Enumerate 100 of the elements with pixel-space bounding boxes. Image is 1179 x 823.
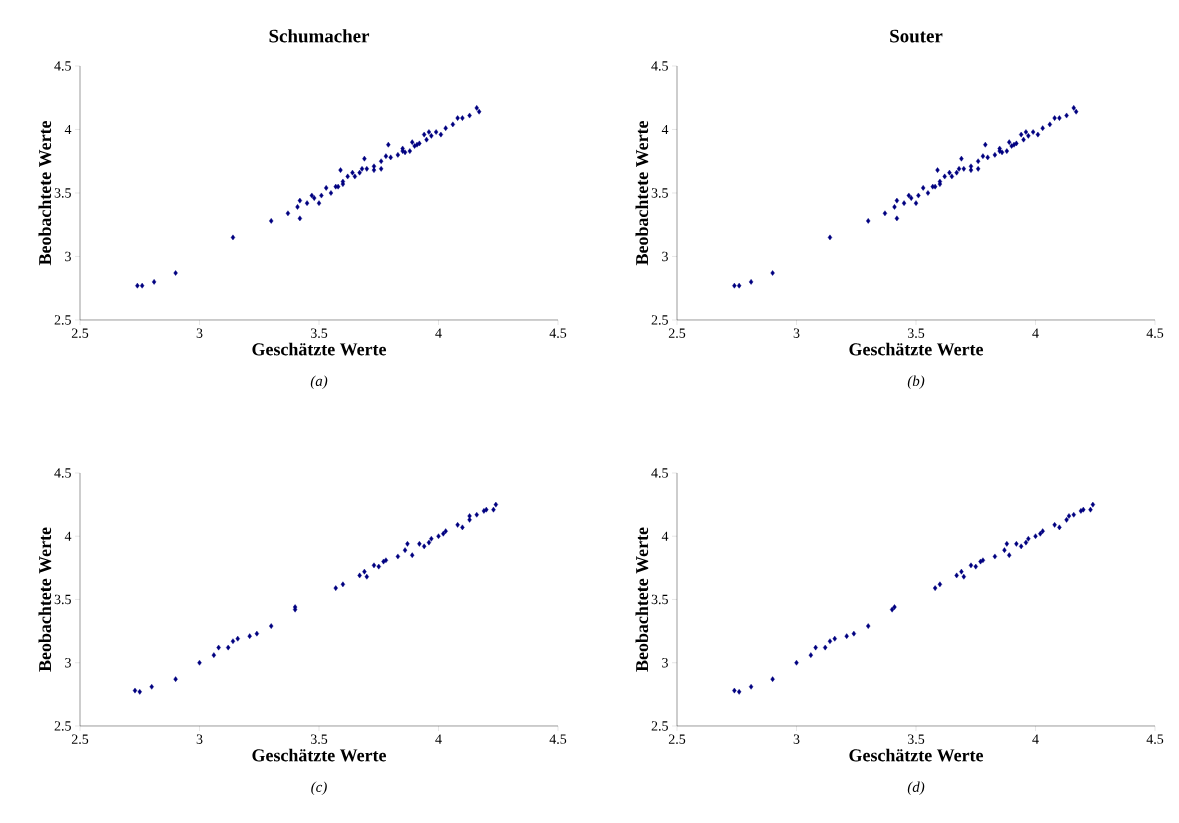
point [357, 572, 362, 579]
point [359, 166, 365, 172]
point [827, 638, 833, 645]
point [173, 270, 178, 276]
point [269, 623, 274, 629]
point [443, 528, 448, 534]
point [395, 152, 401, 158]
point [916, 192, 921, 199]
point [1023, 129, 1029, 135]
point [947, 169, 952, 176]
x-tick-label: 3 [196, 734, 203, 744]
point [441, 530, 446, 537]
point [410, 552, 415, 559]
point [1011, 141, 1017, 148]
point [235, 635, 240, 642]
point [921, 185, 926, 191]
point [422, 543, 427, 550]
point [455, 522, 460, 528]
point [980, 557, 986, 564]
point [422, 131, 427, 138]
point [866, 218, 871, 224]
point [364, 573, 369, 580]
y-tick-label: 2.5 [651, 721, 668, 731]
point [402, 547, 408, 553]
point [407, 148, 412, 154]
point [985, 154, 990, 161]
x-axis-title: Geschätzte Werte [252, 342, 387, 356]
point [748, 683, 754, 690]
point [345, 173, 350, 180]
y-tick-label: 4.5 [54, 468, 71, 478]
point [1047, 121, 1052, 128]
point [316, 200, 322, 206]
x-tick-label: 3 [793, 328, 800, 338]
point [832, 635, 837, 642]
point [748, 279, 754, 285]
point [1064, 112, 1069, 119]
point [247, 633, 252, 639]
point [851, 630, 857, 637]
point [959, 568, 964, 575]
point [1073, 108, 1079, 115]
point [992, 553, 998, 560]
point [324, 185, 329, 191]
x-tick-label: 4.5 [549, 734, 567, 744]
point [460, 115, 465, 121]
point [429, 133, 434, 139]
point [1052, 115, 1057, 121]
point [455, 115, 460, 121]
point [491, 506, 496, 513]
x-tick-label: 4 [435, 734, 442, 744]
point [1030, 129, 1036, 135]
point [450, 121, 455, 128]
point [999, 149, 1005, 156]
text: (c) [311, 781, 327, 796]
point [414, 141, 420, 148]
point [379, 158, 384, 165]
point [357, 169, 362, 176]
point [484, 506, 489, 513]
point [269, 218, 274, 224]
point [395, 553, 401, 560]
point [383, 557, 389, 564]
text: (b) [907, 375, 925, 390]
point [230, 234, 236, 241]
y-tick-label: 3.5 [54, 594, 71, 605]
point [402, 149, 408, 156]
point [1057, 115, 1062, 121]
point [386, 141, 391, 148]
chart-title: Schumacher [269, 29, 370, 43]
point [1071, 511, 1076, 518]
point [362, 568, 367, 575]
point [992, 152, 998, 158]
point [319, 192, 324, 199]
point [973, 563, 978, 570]
point [132, 687, 138, 694]
point [961, 573, 966, 580]
y-axis-title: Beobachtete Werte [38, 527, 52, 672]
point [135, 282, 140, 289]
point [333, 585, 338, 591]
x-tick-label: 3.5 [310, 734, 328, 744]
point [959, 155, 964, 162]
y-axis-title: Beobachtete Werte [635, 120, 649, 266]
point [1019, 131, 1024, 138]
point [866, 623, 871, 629]
point [1088, 506, 1093, 513]
point [467, 513, 472, 519]
x-tick-label: 3.5 [907, 328, 925, 338]
point [823, 644, 828, 651]
text: (d) [907, 781, 925, 796]
point [770, 676, 775, 682]
point [474, 511, 479, 518]
text: (a) [310, 375, 328, 390]
point [930, 183, 935, 190]
point [1033, 533, 1038, 540]
point [882, 210, 888, 217]
point [230, 638, 236, 645]
y-tick-label: 3.5 [651, 188, 668, 198]
y-tick-label: 2.5 [54, 721, 71, 731]
point [140, 282, 145, 289]
point [770, 270, 775, 276]
point [426, 539, 432, 546]
point [438, 131, 444, 138]
